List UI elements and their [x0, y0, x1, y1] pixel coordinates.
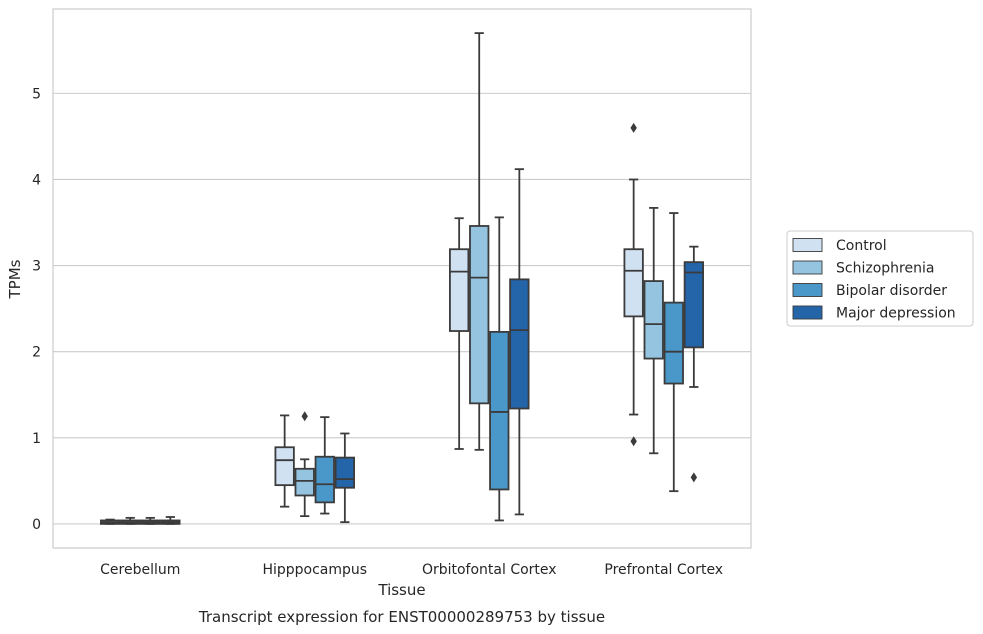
box [509, 278, 530, 410]
y-tick-label: 2 [32, 345, 41, 361]
box-series-group [100, 32, 704, 525]
x-tick-label: Prefrontal Cortex [604, 562, 723, 578]
chart-caption: Transcript expression for ENST0000028975… [198, 608, 605, 626]
plot-area [53, 9, 751, 548]
outlier-point [301, 411, 308, 422]
box [294, 467, 315, 497]
box-group [334, 432, 355, 524]
box [623, 248, 644, 318]
legend-swatch [792, 283, 823, 297]
box [469, 225, 490, 405]
box [314, 455, 335, 504]
y-axis-label: TPMs [6, 259, 24, 299]
y-tick-label: 4 [32, 172, 41, 188]
x-tick-label: Hipppocampus [262, 562, 367, 578]
box-group [160, 516, 181, 525]
box-group [489, 216, 510, 522]
plot-frame [52, 8, 752, 549]
y-grid-lines [53, 92, 751, 525]
y-tick-label: 5 [32, 86, 41, 102]
series-bipolar-disorder [140, 212, 684, 525]
x-tick-label: Cerebellum [100, 562, 180, 578]
box [334, 456, 355, 489]
box-group [643, 206, 664, 455]
box-group [623, 122, 644, 447]
series-control [100, 122, 644, 525]
box-group [274, 414, 295, 508]
box-group [683, 245, 704, 483]
legend-swatch [792, 305, 823, 320]
legend-swatch [792, 238, 823, 252]
box-group [314, 416, 335, 515]
legend-label: Schizophrenia [836, 261, 934, 277]
legend-swatch [792, 260, 823, 275]
y-tick-labels: 0 1 2 3 4 5 [32, 86, 41, 533]
box-group [120, 516, 141, 525]
outlier-point [690, 472, 698, 483]
box-group [140, 516, 161, 525]
box-group [100, 518, 121, 525]
box [489, 330, 510, 491]
x-tick-labels: Cerebellum Hipppocampus Orbitofontal Corte… [100, 562, 723, 578]
box-group [509, 168, 530, 516]
legend-frame [786, 230, 974, 327]
series-major-depression [160, 168, 704, 525]
x-tick-label: Orbitofontal Cortex [422, 562, 557, 578]
x-axis-label: Tissue [377, 581, 425, 599]
box [274, 446, 295, 487]
y-tick-label: 3 [32, 259, 41, 275]
series-schizophrenia [120, 32, 664, 525]
legend: Control Schizophrenia Bipolar disorder Majo… [786, 230, 974, 327]
box [643, 280, 664, 360]
box-group [469, 32, 490, 451]
outlier-point [630, 122, 637, 133]
box-group [663, 212, 684, 493]
legend-label: Major depression [836, 306, 956, 322]
legend-label: Control [836, 238, 887, 254]
box [663, 301, 684, 385]
box-group [449, 217, 470, 450]
y-tick-label: 1 [32, 431, 41, 447]
outlier-point [630, 436, 637, 447]
box [449, 248, 470, 332]
box [683, 261, 704, 349]
y-tick-label: 0 [32, 517, 41, 533]
box-group [294, 411, 315, 518]
legend-label: Bipolar disorder [836, 283, 947, 299]
